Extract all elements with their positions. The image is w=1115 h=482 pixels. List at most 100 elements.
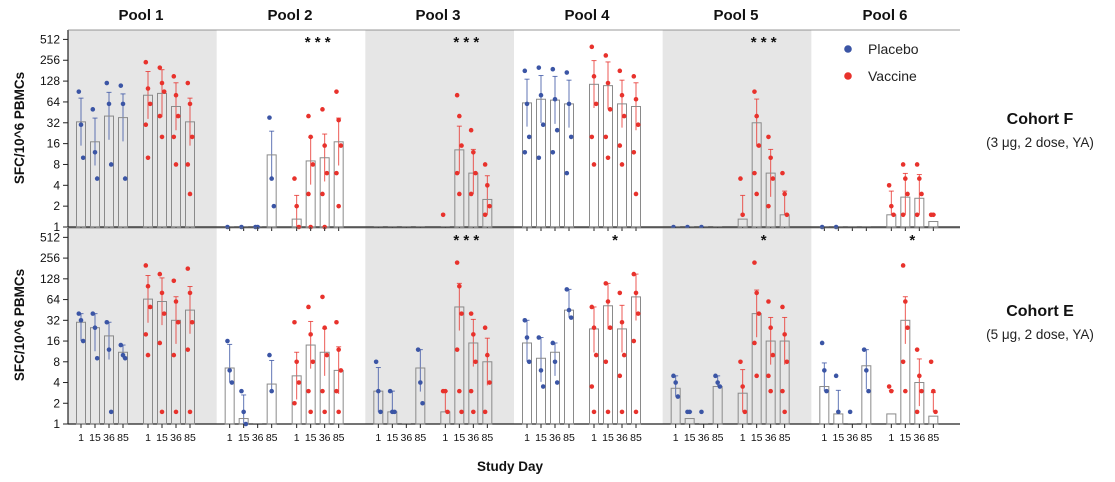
pool-title-6: Pool 6 (862, 7, 907, 24)
placebo-point (267, 352, 272, 358)
placebo-point (568, 134, 574, 140)
placebo-point (522, 318, 528, 323)
placebo-point (94, 176, 100, 181)
vaccine-point (457, 388, 462, 394)
vaccine-point (310, 359, 316, 365)
vaccine-point (454, 170, 460, 176)
vaccine-point (468, 191, 474, 197)
placebo-point (833, 373, 839, 379)
x-tick-label: 15 (751, 432, 763, 444)
vaccine-point (617, 373, 623, 379)
x-tick-label: 15 (386, 432, 398, 444)
placebo-point (564, 70, 570, 75)
vaccine-point (187, 290, 193, 296)
x-tick-label: 1 (442, 432, 448, 444)
vaccine-point (145, 283, 151, 289)
vaccine-point (322, 143, 327, 148)
vaccine-point (459, 409, 464, 415)
y-axis-label-bottom: SFC/10^6 PBMCs (12, 269, 27, 381)
vaccine-point (770, 176, 776, 181)
vaccine-point (306, 113, 311, 119)
vaccine-point (933, 409, 938, 415)
vaccine-point (589, 384, 595, 389)
placebo-point (118, 83, 124, 88)
vaccine-point (603, 359, 609, 365)
pool-title-1: Pool 1 (118, 7, 163, 24)
placebo-point (819, 340, 825, 346)
vaccine-point (487, 380, 492, 385)
vaccine-point (605, 409, 611, 415)
pool-2-group: 1 15 36 85 1 15 36 85 (224, 294, 345, 444)
vaccine-point (145, 352, 151, 358)
vaccine-point (607, 107, 613, 112)
placebo-point (108, 409, 114, 415)
vaccine-bar (886, 413, 897, 425)
vaccine-point (457, 113, 462, 119)
vaccine-point (324, 170, 330, 176)
vaccine-point (619, 162, 625, 167)
placebo-point (90, 107, 96, 112)
x-tick-label: 85 (712, 432, 724, 444)
placebo-point (104, 319, 110, 325)
vaccine-bar (928, 221, 939, 228)
vaccine-point (617, 68, 623, 74)
vaccine-point (900, 212, 906, 218)
legend: Placebo Vaccine (844, 41, 919, 84)
vaccine-point (928, 359, 934, 365)
x-tick-label: 15 (238, 432, 250, 444)
vaccine-point (308, 409, 313, 415)
vaccine-point (589, 134, 595, 140)
placebo-point (564, 170, 570, 176)
vaccine-point (171, 134, 177, 140)
placebo-point (94, 355, 100, 361)
placebo-point (522, 149, 528, 155)
x-tick-label: 85 (779, 432, 791, 444)
vaccine-point (173, 299, 179, 304)
vaccine-point (336, 203, 341, 209)
x-tick-label: 36 (400, 432, 412, 444)
placebo-point (229, 380, 235, 385)
x-tick-label: 15 (832, 432, 844, 444)
placebo-point (387, 388, 393, 394)
vaccine-point (780, 304, 785, 310)
vaccine-point (338, 368, 344, 373)
vaccine-point (322, 409, 327, 415)
vaccine-point (185, 162, 191, 167)
vaccine-point (617, 290, 623, 296)
y-tick-label: 2 (53, 199, 60, 213)
vaccine-point (294, 203, 299, 209)
vaccine-point (468, 311, 474, 316)
placebo-point (540, 384, 546, 389)
vaccine-point (320, 388, 325, 394)
pool-4-group: *1 15 36 85 1 15 36 85 (522, 232, 642, 444)
placebo-point (861, 347, 867, 352)
vaccine-bar (928, 415, 939, 425)
vaccine-point (459, 311, 464, 316)
vaccine-point (766, 373, 771, 379)
placebo-point (554, 380, 560, 385)
vaccine-point (308, 134, 313, 140)
vaccine-point (157, 113, 163, 119)
placebo-point (120, 101, 126, 107)
vaccine-point (482, 212, 488, 218)
pool-shade (365, 30, 514, 227)
vaccine-point (768, 325, 773, 330)
placebo-point (122, 355, 128, 361)
placebo-point (540, 122, 546, 128)
x-tick-label: 85 (927, 432, 939, 444)
placebo-point (566, 101, 572, 107)
vaccine-point (471, 149, 476, 155)
placebo-point (118, 342, 124, 348)
placebo-point (552, 96, 558, 102)
vaccine-point (292, 400, 297, 406)
placebo-point (699, 409, 704, 415)
vaccine-point (320, 107, 325, 112)
vaccine-point (591, 74, 597, 79)
x-tick-label: 1 (740, 432, 746, 444)
vaccine-point (742, 409, 748, 415)
vaccine-point (738, 176, 743, 181)
y-tick-label: 256 (40, 53, 60, 67)
vaccine-point (173, 162, 179, 167)
x-tick-label: 1 (145, 432, 151, 444)
x-tick-label: 36 (846, 432, 858, 444)
